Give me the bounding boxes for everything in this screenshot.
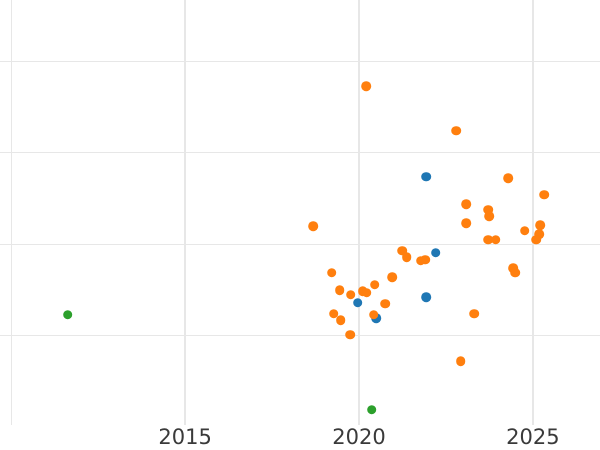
x-tick-label-2015: 2015 bbox=[158, 424, 212, 449]
data-point-orange bbox=[361, 81, 371, 91]
data-point-orange bbox=[461, 218, 471, 229]
data-point-orange bbox=[368, 309, 379, 320]
data-point-orange bbox=[345, 289, 356, 300]
x-gridline-2015 bbox=[184, 0, 186, 425]
data-point-orange bbox=[397, 245, 408, 256]
data-point-orange bbox=[539, 190, 550, 200]
x-tick-label-2020: 2020 bbox=[332, 424, 386, 449]
data-point-orange bbox=[361, 287, 372, 298]
data-point-green bbox=[62, 309, 73, 320]
data-point-orange bbox=[484, 211, 495, 221]
data-point-blue bbox=[430, 247, 441, 258]
data-point-orange bbox=[335, 315, 346, 325]
data-point-orange bbox=[420, 255, 430, 265]
data-point-orange bbox=[369, 279, 380, 290]
data-point-orange bbox=[490, 234, 501, 245]
data-point-orange bbox=[535, 220, 545, 230]
data-point-orange bbox=[455, 356, 466, 367]
data-point-orange bbox=[483, 234, 494, 245]
x-gridline-2020 bbox=[358, 0, 360, 425]
x-axis: 2015 2020 2025 bbox=[0, 425, 600, 450]
data-point-orange bbox=[401, 252, 412, 262]
y-gridline-3 bbox=[0, 152, 600, 154]
y-gridline-4 bbox=[0, 60, 600, 62]
y-gridline-1 bbox=[0, 335, 600, 337]
data-point-green bbox=[367, 405, 377, 415]
data-point-blue bbox=[352, 298, 363, 308]
data-point-orange bbox=[380, 298, 390, 309]
data-point-orange bbox=[335, 285, 345, 295]
data-point-orange bbox=[483, 204, 494, 215]
data-point-orange bbox=[328, 309, 339, 319]
data-point-orange bbox=[503, 173, 513, 184]
data-point-orange bbox=[451, 126, 461, 136]
data-point-orange bbox=[469, 309, 480, 319]
data-point-blue bbox=[421, 171, 431, 182]
y-gridline-2 bbox=[0, 243, 600, 245]
x-tick-label-2025: 2025 bbox=[506, 424, 560, 449]
plot-area bbox=[0, 0, 600, 425]
x-gridline-2010 bbox=[10, 0, 12, 425]
data-point-orange bbox=[531, 234, 541, 245]
x-gridline-2025 bbox=[532, 0, 534, 425]
data-point-orange bbox=[461, 199, 472, 209]
data-point-orange bbox=[534, 229, 545, 239]
data-point-orange bbox=[308, 221, 318, 231]
data-point-orange bbox=[326, 267, 337, 278]
data-point-orange bbox=[345, 330, 355, 340]
data-point-blue bbox=[421, 292, 432, 303]
data-point-orange bbox=[387, 272, 397, 282]
data-point-orange bbox=[510, 267, 520, 278]
data-point-orange bbox=[520, 225, 530, 236]
